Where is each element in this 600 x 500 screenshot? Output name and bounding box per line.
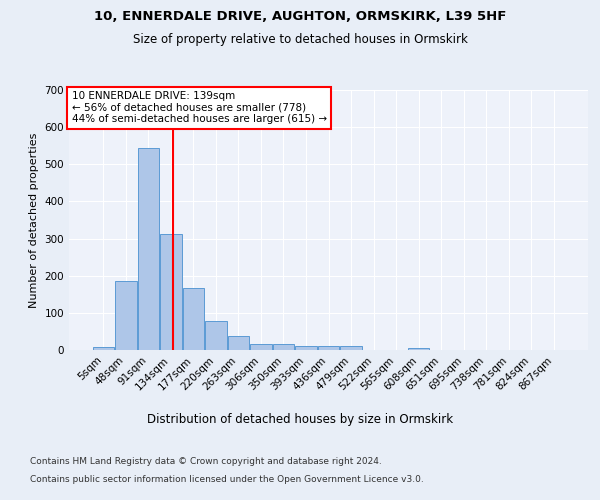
Bar xyxy=(295,346,317,350)
Bar xyxy=(92,347,114,350)
Bar xyxy=(318,346,339,350)
Text: Distribution of detached houses by size in Ormskirk: Distribution of detached houses by size … xyxy=(147,412,453,426)
Text: Contains public sector information licensed under the Open Government Licence v3: Contains public sector information licen… xyxy=(30,475,424,484)
Text: Contains HM Land Registry data © Crown copyright and database right 2024.: Contains HM Land Registry data © Crown c… xyxy=(30,458,382,466)
Bar xyxy=(160,234,182,350)
Bar xyxy=(182,288,204,350)
Bar xyxy=(408,348,429,350)
Bar xyxy=(250,344,272,350)
Text: Size of property relative to detached houses in Ormskirk: Size of property relative to detached ho… xyxy=(133,32,467,46)
Bar xyxy=(228,336,249,350)
Bar xyxy=(115,282,137,350)
Bar xyxy=(273,344,294,350)
Bar xyxy=(340,346,362,350)
Bar xyxy=(205,322,227,350)
Y-axis label: Number of detached properties: Number of detached properties xyxy=(29,132,39,308)
Text: 10 ENNERDALE DRIVE: 139sqm
← 56% of detached houses are smaller (778)
44% of sem: 10 ENNERDALE DRIVE: 139sqm ← 56% of deta… xyxy=(71,92,327,124)
Bar xyxy=(137,148,159,350)
Text: 10, ENNERDALE DRIVE, AUGHTON, ORMSKIRK, L39 5HF: 10, ENNERDALE DRIVE, AUGHTON, ORMSKIRK, … xyxy=(94,10,506,23)
